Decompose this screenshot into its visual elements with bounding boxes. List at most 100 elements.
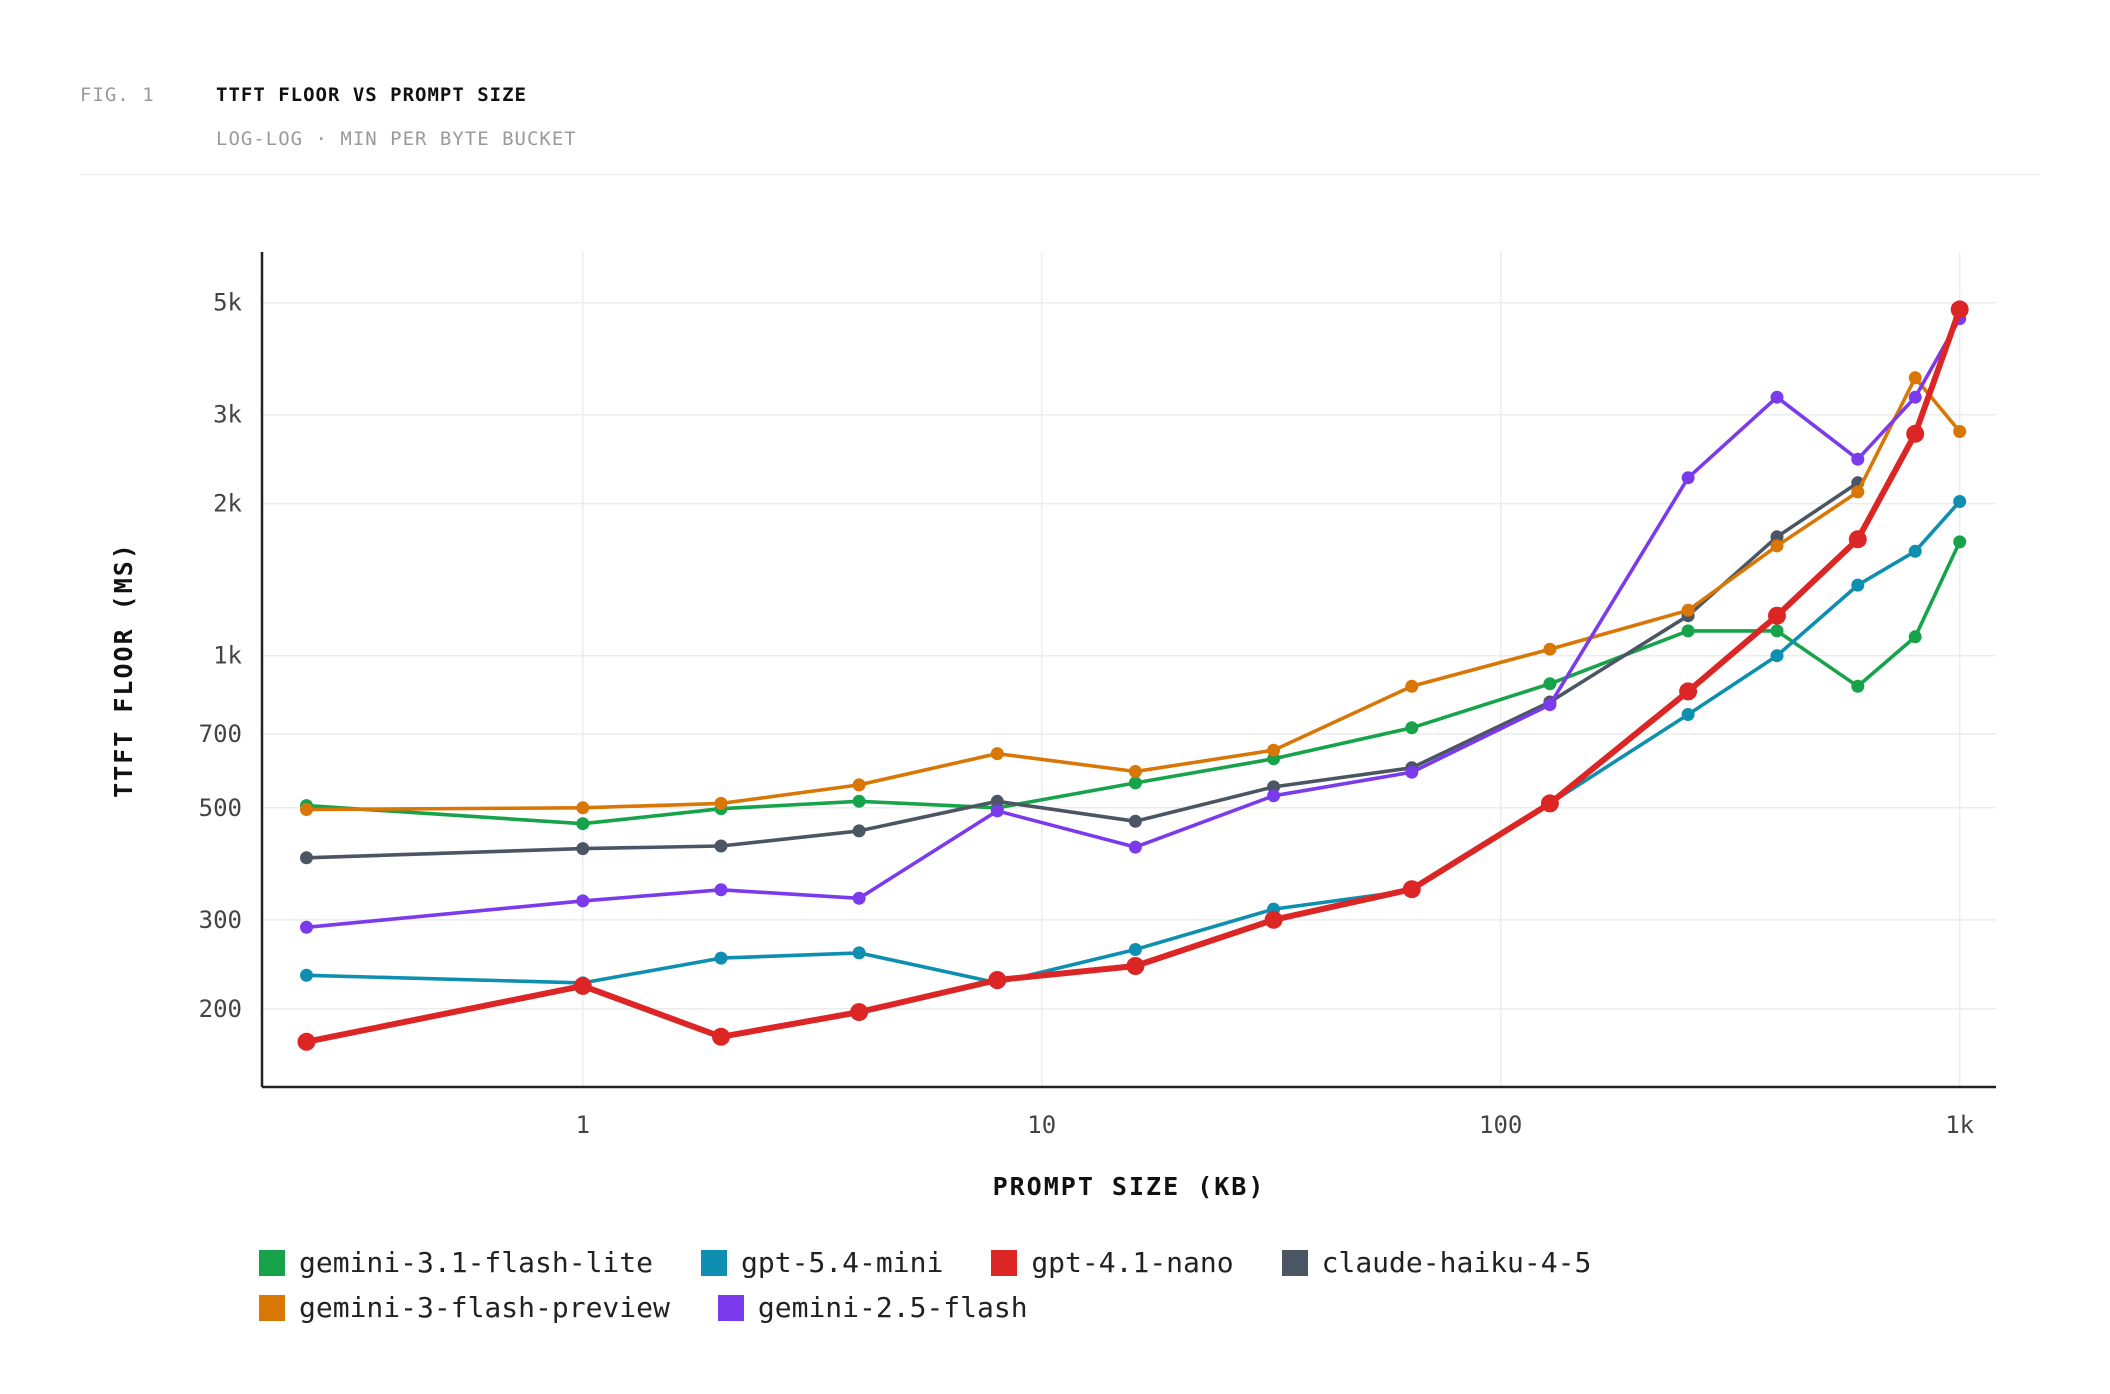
data-point-claude-haiku-4-5-10 [1770, 530, 1784, 544]
legend-item-claude-haiku-4-5: claude-haiku-4-5 [1281, 1246, 1592, 1279]
series-gemini-3-1-flash-lite [300, 535, 1967, 831]
data-point-gemini-3-1-flash-lite-11 [1851, 679, 1865, 693]
legend-row-1: gemini-3.1-flash-lite gpt-5.4-mini gpt-4… [259, 1240, 1759, 1285]
data-point-gpt-4-1-nano-8 [1540, 794, 1559, 813]
y-tick-label-500: 500 [199, 794, 242, 822]
data-point-gemini-2-5-flash-7 [1405, 765, 1419, 779]
data-point-gemini-2-5-flash-3 [852, 891, 866, 905]
legend-item-gpt-4-1-nano: gpt-4.1-nano [991, 1246, 1234, 1279]
x-tick-label-1: 1 [576, 1111, 590, 1139]
data-point-gemini-3-1-flash-lite-8 [1543, 677, 1557, 691]
legend-swatch-gemini-2-5-flash [717, 1294, 744, 1321]
data-point-gemini-3-1-flash-lite-12 [1908, 630, 1922, 644]
data-point-gemini-3-flash-preview-7 [1405, 679, 1419, 693]
data-point-gemini-3-1-flash-lite-5 [1128, 776, 1142, 790]
data-point-gpt-4-1-nano-3 [850, 1003, 869, 1022]
x-tick-label-1k: 1k [1945, 1111, 1974, 1139]
y-tick-label-700: 700 [199, 720, 242, 748]
data-point-gemini-2-5-flash-8 [1543, 698, 1557, 712]
chart-legend: gemini-3.1-flash-lite gpt-5.4-mini gpt-4… [259, 1240, 1759, 1330]
series-line-claude-haiku-4-5 [304, 480, 1860, 860]
data-point-gpt-4-1-nano-2 [712, 1027, 730, 1046]
legend-swatch-gemini-3-1-flash-lite [259, 1249, 285, 1276]
series-line-gemini-3-1-flash-lite [304, 540, 1962, 826]
data-point-gemini-2-5-flash-10 [1770, 390, 1784, 404]
data-point-gemini-3-1-flash-lite-10 [1770, 624, 1784, 638]
tick-labels: 1 10 100 1k 200 300 500 700 1k 2k 3k 5k [199, 289, 1975, 1139]
data-point-gpt-4-1-nano-9 [1679, 682, 1698, 701]
legend-item-gpt-5-4-mini: gpt-5.4-mini [701, 1246, 943, 1279]
data-point-gemini-2-5-flash-2 [714, 883, 728, 897]
data-point-gpt-5-4-mini-0 [300, 968, 313, 982]
data-point-claude-haiku-4-5-1 [576, 842, 590, 856]
series-line-gpt-4-1-nano [303, 306, 1963, 1045]
data-point-gemini-3-flash-preview-5 [1128, 765, 1142, 778]
data-point-gemini-3-flash-preview-0 [300, 803, 313, 816]
data-point-gemini-3-flash-preview-8 [1543, 642, 1557, 656]
data-point-gpt-5-4-mini-13 [1953, 495, 1967, 508]
data-point-gpt-5-4-mini-12 [1908, 544, 1922, 558]
data-point-gemini-2-5-flash-0 [300, 920, 313, 934]
data-point-gemini-2-5-flash-12 [1908, 390, 1922, 404]
legend-item-gemini-2-5-flash: gemini-2.5-flash [717, 1291, 1028, 1324]
data-point-claude-haiku-4-5-4 [990, 794, 1004, 808]
data-point-gpt-4-1-nano-12 [1906, 424, 1925, 443]
series-line-gemini-3-flash-preview [304, 375, 1962, 812]
data-point-gpt-4-1-nano-7 [1402, 880, 1421, 899]
y-tick-label-1k: 1k [213, 642, 242, 670]
figure-title: TTFT FLOOR VS PROMPT SIZE [216, 84, 527, 106]
legend-label-gpt-5-4-mini: gpt-5.4-mini [741, 1246, 944, 1279]
figure-number: FIG. 1 [80, 84, 155, 106]
data-point-claude-haiku-4-5-5 [1128, 814, 1142, 828]
legend-label-claude-haiku-4-5: claude-haiku-4-5 [1321, 1246, 1592, 1279]
data-point-gpt-4-1-nano-5 [1126, 957, 1145, 975]
legend-label-gemini-2-5-flash: gemini-2.5-flash [757, 1291, 1028, 1324]
data-point-gemini-2-5-flash-11 [1851, 452, 1865, 466]
series-lines [297, 300, 1969, 1051]
legend-swatch-gpt-4-1-nano [991, 1249, 1018, 1276]
series-line-gpt-5-4-mini [304, 499, 1962, 985]
data-point-gemini-3-flash-preview-6 [1267, 743, 1281, 757]
legend-swatch-gpt-5-4-mini [701, 1249, 728, 1276]
figure-header: FIG. 1 TTFT FLOOR VS PROMPT SIZE LOG-LOG… [80, 84, 2040, 175]
data-point-gpt-5-4-mini-10 [1770, 649, 1784, 663]
y-axis-title: TTFT FLOOR (MS) [109, 542, 138, 798]
data-point-gpt-4-1-nano-0 [297, 1032, 316, 1051]
legend-label-gemini-3-flash-preview: gemini-3-flash-preview [299, 1291, 670, 1324]
data-point-gemini-2-5-flash-6 [1267, 789, 1281, 803]
data-point-claude-haiku-4-5-3 [852, 824, 866, 838]
data-point-gpt-5-4-mini-9 [1681, 708, 1695, 721]
data-point-gpt-5-4-mini-2 [714, 951, 728, 965]
data-point-gpt-4-1-nano-4 [988, 971, 1007, 989]
y-tick-label-5k: 5k [213, 289, 242, 317]
data-point-claude-haiku-4-5-2 [714, 839, 728, 853]
series-claude-haiku-4-5 [300, 476, 1865, 865]
y-tick-label-2k: 2k [213, 490, 242, 518]
data-point-gpt-4-1-nano-6 [1264, 910, 1283, 929]
data-point-gemini-3-flash-preview-13 [1953, 425, 1967, 438]
data-point-gpt-5-4-mini-3 [852, 946, 866, 960]
data-point-claude-haiku-4-5-0 [300, 851, 313, 865]
axes [260, 252, 1996, 1089]
data-point-gpt-5-4-mini-5 [1128, 943, 1142, 956]
x-tick-label-100: 100 [1479, 1111, 1522, 1139]
data-point-gemini-3-flash-preview-10 [1770, 539, 1784, 553]
legend-swatch-gemini-3-flash-preview [259, 1294, 285, 1321]
data-point-gemini-2-5-flash-4 [990, 804, 1004, 818]
data-point-gemini-3-1-flash-lite-1 [576, 817, 590, 831]
grid-lines [262, 252, 1996, 1087]
data-point-gpt-4-1-nano-10 [1768, 606, 1786, 625]
series-gemini-2-5-flash [300, 312, 1967, 934]
legend-label-gpt-4-1-nano: gpt-4.1-nano [1031, 1246, 1234, 1279]
x-axis-title: PROMPT SIZE (KB) [993, 1172, 1266, 1201]
data-point-claude-haiku-4-5-6 [1267, 780, 1281, 794]
series-gemini-3-flash-preview [300, 371, 1967, 816]
data-point-gemini-3-1-flash-lite-13 [1953, 535, 1967, 549]
data-point-gemini-3-1-flash-lite-7 [1405, 721, 1419, 735]
x-tick-label-10: 10 [1027, 1111, 1056, 1139]
data-point-gemini-2-5-flash-5 [1128, 840, 1142, 854]
figure-subtitle: LOG-LOG · MIN PER BYTE BUCKET [216, 128, 577, 150]
data-point-gpt-4-1-nano-13 [1950, 300, 1969, 319]
data-point-gpt-4-1-nano-1 [573, 976, 592, 995]
